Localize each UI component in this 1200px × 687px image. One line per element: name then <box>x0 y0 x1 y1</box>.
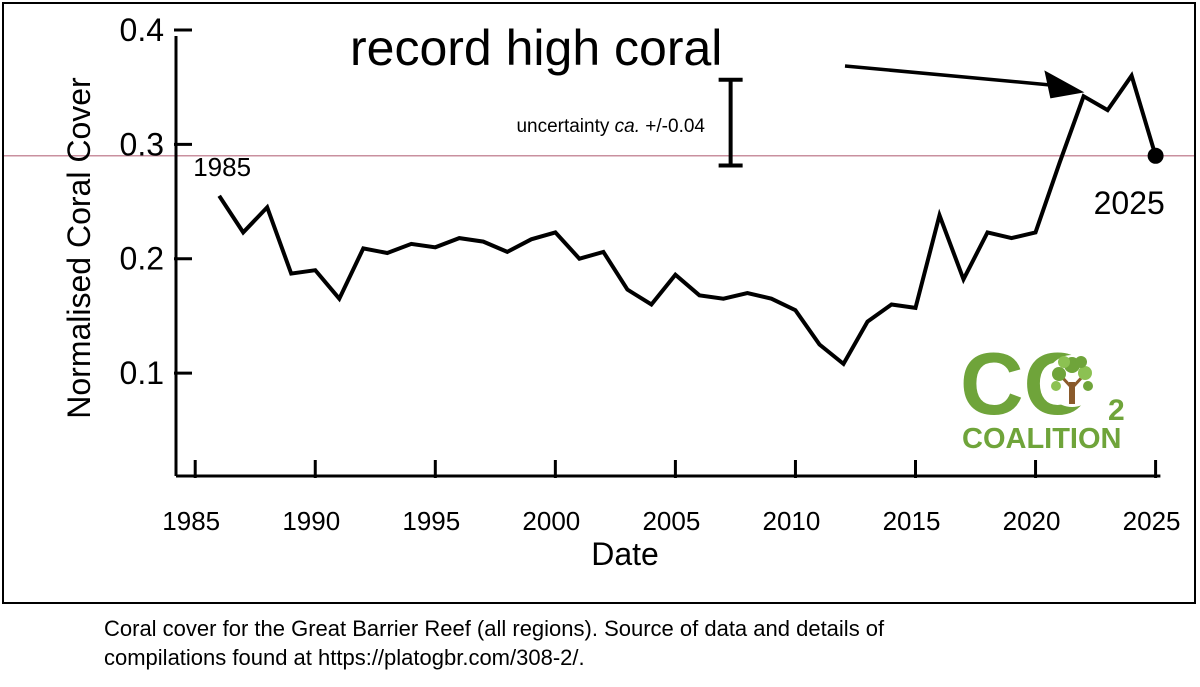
start-year-label: 1985 <box>193 152 251 182</box>
annotation-arrow-head <box>1044 70 1085 99</box>
record-high-annotation: record high coral <box>350 20 722 76</box>
x-tick-label-1990: 1990 <box>282 506 340 536</box>
logo-subscript: 2 <box>1108 394 1125 427</box>
x-tick-label-2005: 2005 <box>642 506 700 536</box>
tree-icon <box>1051 356 1093 404</box>
y-tick-label-0.2: 0.2 <box>120 241 164 277</box>
figure-caption: Coral cover for the Great Barrier Reef (… <box>104 614 1044 672</box>
x-tick-label-2015: 2015 <box>883 506 941 536</box>
x-tick-label-1995: 1995 <box>402 506 460 536</box>
x-tick-label-2025: 2025 <box>1123 506 1181 536</box>
x-tick-label-2000: 2000 <box>522 506 580 536</box>
x-tick-label-2010: 2010 <box>763 506 821 536</box>
coral-cover-line <box>217 71 1158 367</box>
co2-coalition-logo: CO 2 COALITION <box>960 338 1125 454</box>
coral-cover-chart: 0.1 0.2 0.3 0.4 1985 1990 1995 2000 2005 2010 2015… <box>4 12 1194 572</box>
y-tick-label-0.3: 0.3 <box>120 126 164 162</box>
chart-frame <box>2 2 1196 604</box>
caption-line-1: Coral cover for the Great Barrier Reef (… <box>104 616 885 641</box>
x-tick-label-1985: 1985 <box>162 506 220 536</box>
end-year-label: 2025 <box>1094 185 1165 221</box>
caption-line-2: compilations found at https://platogbr.c… <box>104 645 585 670</box>
annotation-arrow-shaft <box>844 64 1055 88</box>
y-tick-label-0.4: 0.4 <box>120 12 164 48</box>
x-tick-label-2020: 2020 <box>1003 506 1061 536</box>
end-point-marker <box>1147 147 1164 164</box>
uncertainty-label: uncertainty ca. +/-0.04 <box>516 116 705 137</box>
x-axis-title: Date <box>591 536 659 572</box>
y-axis-title: Normalised Coral Cover <box>61 77 97 419</box>
logo-coalition-text: COALITION <box>962 423 1122 454</box>
y-tick-label-0.1: 0.1 <box>120 355 164 391</box>
